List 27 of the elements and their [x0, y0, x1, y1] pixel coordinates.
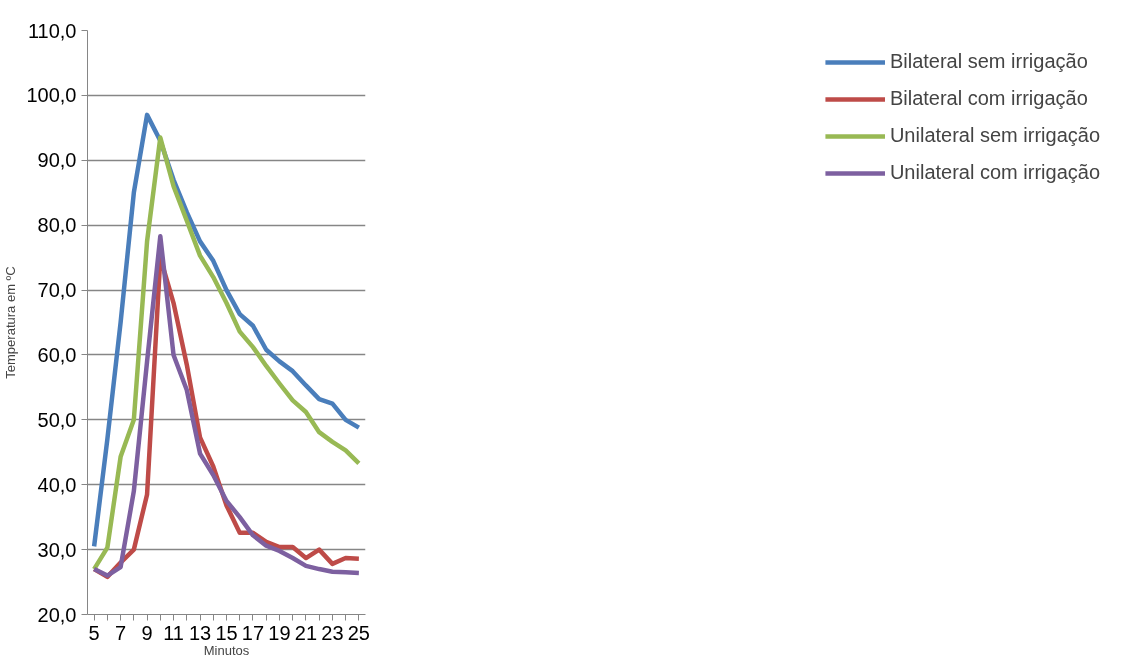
- x-tick-label: 17: [241, 621, 265, 644]
- y-tick-label: 20,0: [37, 603, 77, 626]
- x-tick-label: 25: [347, 621, 371, 644]
- y-tick-label: 100,0: [26, 84, 77, 107]
- x-axis-title: Minutos: [203, 642, 250, 658]
- x-tick-label: 5: [88, 621, 100, 644]
- y-tick-label: 90,0: [37, 149, 77, 172]
- y-tick-label: 30,0: [37, 538, 77, 561]
- x-tick-label: 11: [163, 621, 184, 644]
- y-tick-label: 40,0: [37, 473, 77, 496]
- legend-label: Unilateral sem irrigação: [889, 124, 1100, 147]
- y-axis-title: Temperatura em ºC: [3, 266, 19, 379]
- legend-label: Bilateral sem irrigação: [889, 50, 1088, 73]
- y-tick-label: 50,0: [37, 408, 77, 431]
- x-tick-label: 13: [188, 621, 212, 644]
- legend-label: Bilateral com irrigação: [889, 87, 1088, 110]
- y-tick-label: 80,0: [37, 214, 77, 237]
- y-tick-label: 60,0: [37, 343, 77, 366]
- x-tick-label: 19: [268, 621, 291, 644]
- y-tick-label: 70,0: [37, 279, 77, 302]
- y-tick-label: 110,0: [27, 19, 77, 42]
- x-tick-label: 7: [115, 621, 127, 644]
- legend-label: Unilateral com irrigação: [889, 161, 1100, 184]
- x-tick-label: 21: [294, 621, 318, 644]
- x-tick-label: 9: [141, 621, 153, 644]
- x-tick-label: 15: [215, 621, 238, 644]
- x-tick-label: 23: [321, 621, 344, 644]
